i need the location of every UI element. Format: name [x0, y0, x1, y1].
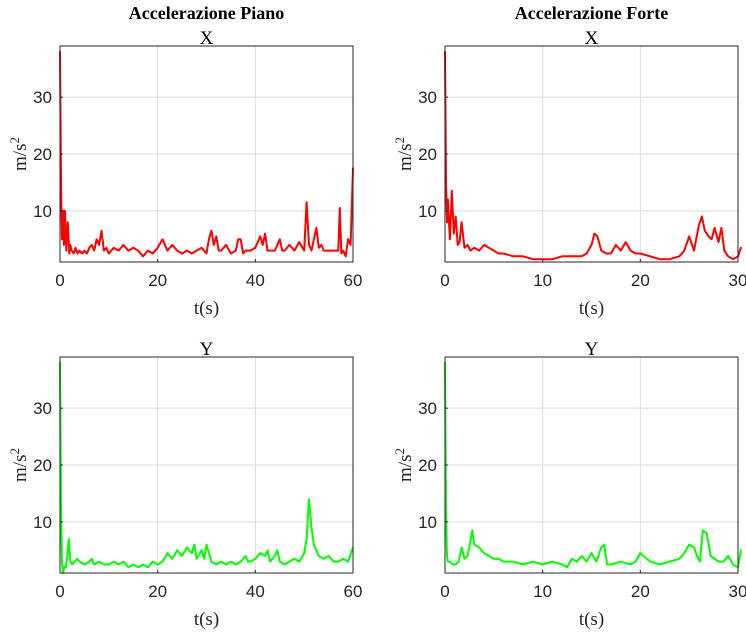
x-tick-label: 20 [631, 271, 650, 290]
y-axis-unit: m/s [10, 455, 31, 482]
y-axis-label: m/s2 [7, 448, 31, 482]
y-tick-label: 20 [33, 456, 52, 475]
y-tick-label: 20 [418, 456, 437, 475]
x-tick-label: 60 [344, 582, 363, 601]
x-tick-label: 60 [344, 271, 363, 290]
x-axis-label: t(s) [194, 609, 219, 630]
y-axis-label: m/s2 [392, 448, 416, 482]
y-tick-label: 20 [33, 145, 52, 164]
x-tick-label: 40 [246, 582, 265, 601]
y-tick-label: 10 [418, 202, 437, 221]
y-tick-label: 30 [33, 399, 52, 418]
y-axis-unit: m/s [10, 144, 31, 171]
y-axis-exponent: 2 [7, 137, 22, 144]
y-tick-label: 10 [418, 513, 437, 532]
x-tick-label: 20 [148, 582, 167, 601]
y-axis-unit: m/s [395, 455, 416, 482]
x-tick-label: 30 [729, 271, 746, 290]
x-tick-label: 20 [148, 271, 167, 290]
x-tick-label: 30 [729, 582, 746, 601]
y-axis-exponent: 2 [392, 448, 407, 455]
y-axis-unit: m/s [395, 144, 416, 171]
x-tick-label: 10 [533, 271, 552, 290]
x-axis-label: t(s) [579, 298, 604, 319]
y-axis-label: m/s2 [7, 137, 31, 171]
y-tick-label: 30 [418, 399, 437, 418]
y-axis-exponent: 2 [7, 448, 22, 455]
x-tick-label: 0 [440, 582, 449, 601]
x-tick-label: 10 [533, 582, 552, 601]
y-tick-label: 30 [418, 88, 437, 107]
x-tick-label: 0 [55, 271, 64, 290]
y-tick-label: 20 [418, 145, 437, 164]
y-tick-label: 10 [33, 202, 52, 221]
x-axis-label: t(s) [194, 298, 219, 319]
x-tick-label: 40 [246, 271, 265, 290]
y-axis-label: m/s2 [392, 137, 416, 171]
y-tick-label: 10 [33, 513, 52, 532]
x-tick-label: 0 [55, 582, 64, 601]
x-tick-label: 20 [631, 582, 650, 601]
y-tick-label: 30 [33, 88, 52, 107]
x-axis-label: t(s) [579, 609, 604, 630]
column-title-piano: Accelerazione Piano [129, 3, 284, 23]
column-title-forte: Accelerazione Forte [515, 3, 668, 23]
y-axis-exponent: 2 [392, 137, 407, 144]
x-tick-label: 0 [440, 271, 449, 290]
